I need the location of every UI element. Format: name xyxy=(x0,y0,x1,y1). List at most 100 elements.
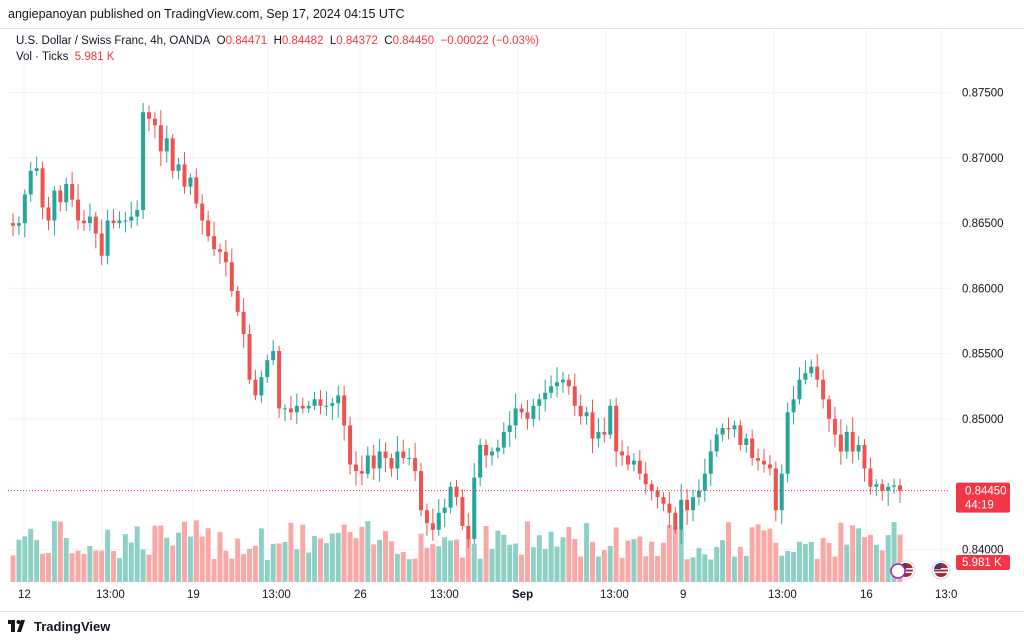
price-tick-label: 0.86000 xyxy=(962,283,1004,295)
candle-body xyxy=(419,471,424,511)
volume-bar xyxy=(424,547,430,582)
volume-bar xyxy=(862,537,868,582)
volume-bar xyxy=(406,559,412,582)
candle-body xyxy=(11,223,15,226)
multi-event-icon[interactable] xyxy=(890,563,906,579)
volume-bar xyxy=(359,526,365,582)
candle-body xyxy=(543,392,548,400)
volume-bar xyxy=(140,549,146,582)
volume-bar xyxy=(465,537,471,582)
candle-body xyxy=(413,458,418,472)
volume-bar xyxy=(684,559,690,582)
candle-body xyxy=(182,164,187,187)
candle-body xyxy=(608,405,613,435)
candle-body xyxy=(424,510,429,524)
volume-bar xyxy=(45,552,51,582)
legend-volume-label[interactable]: Vol · Ticks xyxy=(16,51,69,63)
candle-body xyxy=(76,199,81,221)
candle-body xyxy=(785,412,790,474)
volume-bar xyxy=(454,539,459,582)
candle-body xyxy=(442,507,447,513)
candle-body xyxy=(58,190,63,203)
candle-body xyxy=(318,399,323,406)
candle-body xyxy=(105,220,110,256)
candle-body xyxy=(111,220,116,224)
candle-body xyxy=(779,473,784,511)
candle-body xyxy=(359,471,364,474)
volume-bar xyxy=(211,559,217,582)
time-tick-label: 13:00 xyxy=(768,589,797,601)
candle-body xyxy=(625,455,630,465)
volume-bar xyxy=(613,527,619,582)
chart-frame[interactable] xyxy=(0,28,1024,612)
volume-bar xyxy=(731,556,737,582)
volume-bar xyxy=(702,554,708,582)
time-axis[interactable]: 12 13:00 19 13:00 26 13:00 Sep 13:00 9 13:00 16 13:… xyxy=(18,589,957,601)
volume-bar xyxy=(726,522,732,582)
volume-bar xyxy=(122,534,128,582)
candle-body xyxy=(223,251,228,263)
volume-bar xyxy=(536,535,542,582)
volume-bar xyxy=(507,544,513,582)
candle-body xyxy=(312,399,317,406)
volume-bar xyxy=(578,556,584,582)
volume-bar xyxy=(312,535,318,582)
volume-bar xyxy=(365,521,371,582)
volume-bar xyxy=(560,537,566,582)
time-tick-label: 13:00 xyxy=(430,589,459,601)
candle-body xyxy=(549,386,554,393)
candle-body xyxy=(844,431,849,452)
volume-bar xyxy=(666,525,672,582)
candle-body xyxy=(631,460,636,465)
candle-body xyxy=(838,434,843,452)
volume-bar xyxy=(779,555,785,582)
candle-body xyxy=(667,503,672,513)
time-tick-label: 16 xyxy=(860,589,873,601)
volume-bar xyxy=(247,548,253,582)
tradingview-logo-icon[interactable] xyxy=(8,620,28,632)
volume-bar xyxy=(176,532,182,582)
candle-body xyxy=(247,334,252,380)
candle-body xyxy=(637,460,642,474)
candle-body xyxy=(158,125,163,152)
time-tick-label: 13:00 xyxy=(262,589,291,601)
price-axis[interactable]: 0.87500 0.87000 0.86500 0.86000 0.85500 0.850… xyxy=(962,88,1004,557)
volume-bar xyxy=(832,556,838,582)
candle-body xyxy=(880,484,885,491)
candle-body xyxy=(277,351,282,409)
volume-bar xyxy=(696,548,702,582)
volume-bar xyxy=(796,541,802,582)
tradingview-brand[interactable]: TradingView xyxy=(34,618,111,634)
volume-bar xyxy=(116,558,122,582)
legend-symbol[interactable]: U.S. Dollar / Swiss Franc, 4h, OANDA xyxy=(16,35,211,47)
volume-bar xyxy=(607,545,613,582)
candle-body xyxy=(827,399,832,419)
candle-body xyxy=(484,444,489,456)
candle-body xyxy=(123,220,128,222)
volume-bar xyxy=(856,528,862,582)
us-flag-icon-2[interactable] xyxy=(931,560,951,580)
legend-close-label: C xyxy=(384,35,393,47)
volume-bar xyxy=(542,548,548,582)
candle-body xyxy=(70,183,75,200)
candle-body xyxy=(744,438,749,445)
volume-bar xyxy=(205,528,211,582)
volume-bar xyxy=(199,536,205,582)
candle-body xyxy=(52,190,57,221)
legend-high-label: H xyxy=(273,35,282,47)
candle-body xyxy=(395,451,400,469)
legend-open-value: 0.84471 xyxy=(225,35,268,47)
volume-bar xyxy=(193,520,199,582)
volume-bar xyxy=(264,559,270,582)
event-flags[interactable] xyxy=(890,560,951,580)
volume-bar xyxy=(808,541,814,582)
candle-body xyxy=(383,451,388,459)
volume-bar xyxy=(158,525,164,582)
candle-body xyxy=(34,168,39,171)
price-tick-label: 0.85500 xyxy=(962,349,1004,361)
volume-bar xyxy=(513,543,519,582)
volume-bar xyxy=(10,555,16,582)
candle-body xyxy=(164,138,169,152)
volume-bar xyxy=(146,554,152,582)
